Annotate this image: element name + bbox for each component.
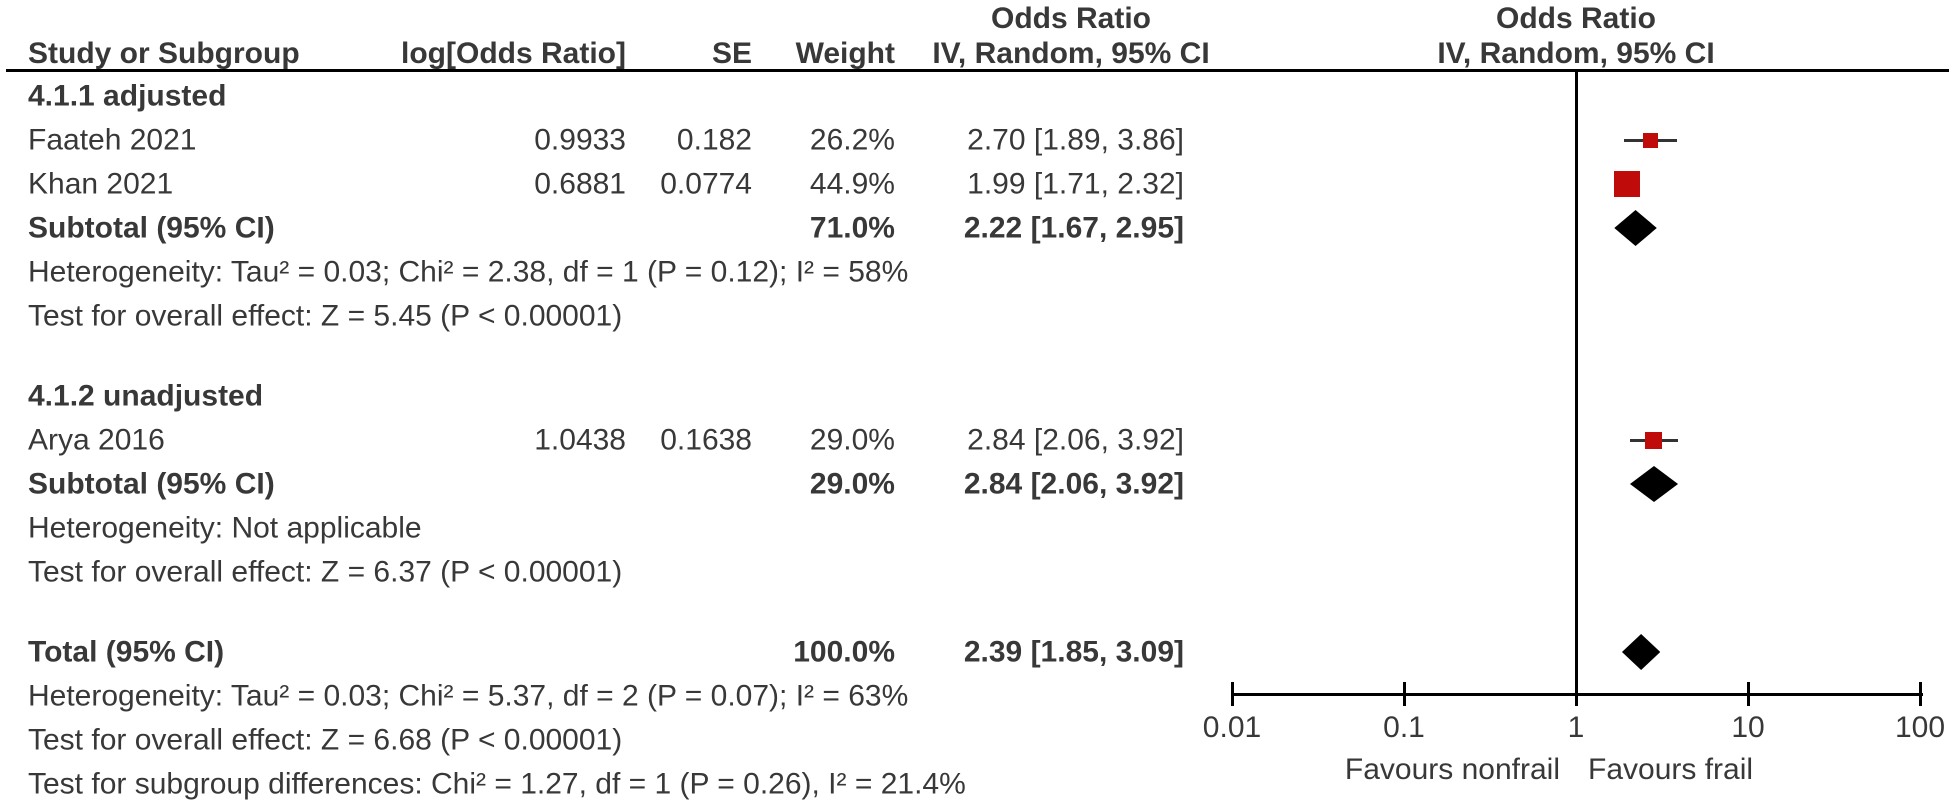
study-label: Heterogeneity: Not applicable — [28, 511, 422, 545]
study-label: Test for overall effect: Z = 6.37 (P < 0… — [28, 555, 623, 589]
study-label: 4.1.1 adjusted — [28, 79, 227, 113]
row-note: Test for overall effect: Z = 5.45 (P < 0… — [0, 294, 1955, 338]
axis-tick-label: 10 — [1731, 711, 1765, 744]
axis-tick-label: 1 — [1567, 711, 1585, 744]
log-odds-ratio-value: 1.0438 — [534, 423, 626, 457]
ci-text-value: 2.70 [1.89, 3.86] — [967, 123, 1184, 157]
row-subgroup: 4.1.1 adjusted — [0, 74, 1955, 118]
weight-value: 44.9% — [809, 167, 895, 201]
axis-tick — [1746, 682, 1750, 706]
row-note: Test for subgroup differences: Chi² = 1.… — [0, 762, 1955, 806]
ci-text-value: 2.84 [2.06, 3.92] — [967, 423, 1184, 457]
axis-tick-label: 100 — [1894, 711, 1946, 744]
study-point-marker — [1614, 171, 1641, 197]
study-label: Test for subgroup differences: Chi² = 1.… — [28, 767, 966, 801]
row-study: Arya 2016 1.0438 0.1638 29.0% 2.84 [2.06, 3.… — [0, 418, 1955, 462]
log-odds-ratio-value: 0.9933 — [534, 123, 626, 157]
ci-text-value: 2.84 [2.06, 3.92] — [963, 467, 1184, 501]
study-label: Subtotal (95% CI) — [28, 467, 275, 501]
study-label: Heterogeneity: Tau² = 0.03; Chi² = 2.38,… — [28, 255, 909, 289]
header-rule — [6, 69, 1949, 72]
study-label: Subtotal (95% CI) — [28, 211, 275, 245]
ci-text-value: 2.22 [1.67, 2.95] — [963, 211, 1184, 245]
axis-tick — [1574, 682, 1578, 706]
study-point-marker — [1645, 431, 1663, 449]
row-subtotal: Subtotal (95% CI) 29.0% 2.84 [2.06, 3.92] — [0, 462, 1955, 506]
null-effect-line — [1575, 72, 1578, 694]
row-note: Heterogeneity: Tau² = 0.03; Chi² = 5.37,… — [0, 674, 1955, 718]
row-subgroup: 4.1.2 unadjusted — [0, 374, 1955, 418]
se-value: 0.182 — [676, 123, 752, 157]
axis-tick — [1402, 682, 1406, 706]
row-total: Total (95% CI) 100.0% 2.39 [1.85, 3.09] — [0, 630, 1955, 674]
study-label: Total (95% CI) — [28, 635, 225, 669]
column-header-se: SE — [711, 37, 752, 70]
study-label: Arya 2016 — [28, 423, 165, 457]
x-axis-line — [1232, 693, 1923, 696]
ci-text-value: 1.99 [1.71, 2.32] — [967, 167, 1184, 201]
weight-value: 26.2% — [809, 123, 895, 157]
study-label: Faateh 2021 — [28, 123, 197, 157]
row-study: Khan 2021 0.6881 0.0774 44.9% 1.99 [1.71, 2.… — [0, 162, 1955, 206]
row-note: Test for overall effect: Z = 6.37 (P < 0… — [0, 550, 1955, 594]
plot-header-title: Odds Ratio — [1495, 2, 1656, 35]
study-label: 4.1.2 unadjusted — [28, 379, 264, 413]
row-note: Heterogeneity: Tau² = 0.03; Chi² = 2.38,… — [0, 250, 1955, 294]
study-label: Test for overall effect: Z = 5.45 (P < 0… — [28, 299, 623, 333]
axis-tick — [1918, 682, 1922, 706]
log-odds-ratio-value: 0.6881 — [534, 167, 626, 201]
plot-header-subtitle: IV, Random, 95% CI — [1437, 37, 1715, 70]
ci-text-value: 2.39 [1.85, 3.09] — [963, 635, 1184, 669]
axis-tick — [1230, 682, 1234, 706]
text-ci-header-subtitle: IV, Random, 95% CI — [932, 37, 1210, 70]
weight-value: 29.0% — [809, 423, 895, 457]
se-value: 0.1638 — [660, 423, 752, 457]
row-study: Faateh 2021 0.9933 0.182 26.2% 2.70 [1.89, 3… — [0, 118, 1955, 162]
study-point-marker — [1642, 132, 1658, 148]
weight-value: 29.0% — [809, 467, 895, 501]
study-label: Khan 2021 — [28, 167, 174, 201]
column-header-weight: Weight — [795, 37, 895, 70]
weight-value: 71.0% — [809, 211, 895, 245]
row-subtotal: Subtotal (95% CI) 71.0% 2.22 [1.67, 2.95] — [0, 206, 1955, 250]
se-value: 0.0774 — [660, 167, 752, 201]
weight-value: 100.0% — [793, 635, 895, 669]
axis-tick-label: 0.01 — [1202, 711, 1262, 744]
text-ci-header-title: Odds Ratio — [990, 2, 1151, 35]
axis-tick-label: 0.1 — [1383, 711, 1425, 744]
row-note: Test for overall effect: Z = 6.68 (P < 0… — [0, 718, 1955, 762]
study-label: Test for overall effect: Z = 6.68 (P < 0… — [28, 723, 623, 757]
row-note: Heterogeneity: Not applicable — [0, 506, 1955, 550]
favours-right-label: Favours frail — [1588, 753, 1754, 786]
favours-left-label: Favours nonfrail — [1344, 753, 1560, 786]
column-header-log-odds-ratio: log[Odds Ratio] — [401, 37, 626, 70]
study-label: Heterogeneity: Tau² = 0.03; Chi² = 5.37,… — [28, 679, 909, 713]
column-header-study: Study or Subgroup — [28, 37, 300, 70]
